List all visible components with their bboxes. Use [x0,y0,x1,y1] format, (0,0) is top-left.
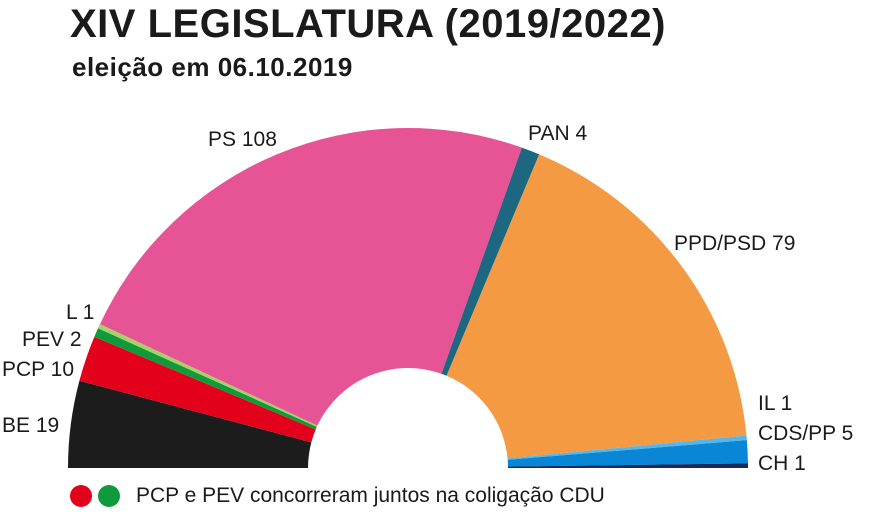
label-l: L 1 [66,301,94,324]
slice-ppd-psd [446,154,747,459]
label-pev: PEV 2 [22,328,82,351]
slice-cds-pp [507,440,748,467]
slice-pcp [79,336,316,443]
label-pan: PAN 4 [528,122,587,145]
chart-subtitle: eleição em 06.10.2019 [72,52,353,82]
footnote-text: PCP e PEV concorreram juntos na coligaçã… [136,484,605,507]
slice-l [98,324,318,427]
label-pcp: PCP 10 [2,358,74,381]
slice-pan [441,147,540,376]
label-ps: PS 108 [208,128,277,151]
label-ppd-psd: PPD/PSD 79 [674,232,795,255]
slice-ps [99,127,522,426]
label-cds-pp: CDS/PP 5 [758,422,853,445]
label-il: IL 1 [758,392,792,415]
chart-title: XIV LEGISLATURA (2019/2022) [70,2,666,46]
slice-be [68,380,312,468]
slice-pev [94,328,317,430]
footnote: PCP e PEV concorreram juntos na coligaçã… [70,484,605,508]
pev-dot-icon [98,485,120,507]
slice-il [507,435,747,460]
label-be: BE 19 [2,414,59,437]
slice-ch [507,463,748,468]
label-ch: CH 1 [758,452,806,475]
pcp-dot-icon [70,485,92,507]
